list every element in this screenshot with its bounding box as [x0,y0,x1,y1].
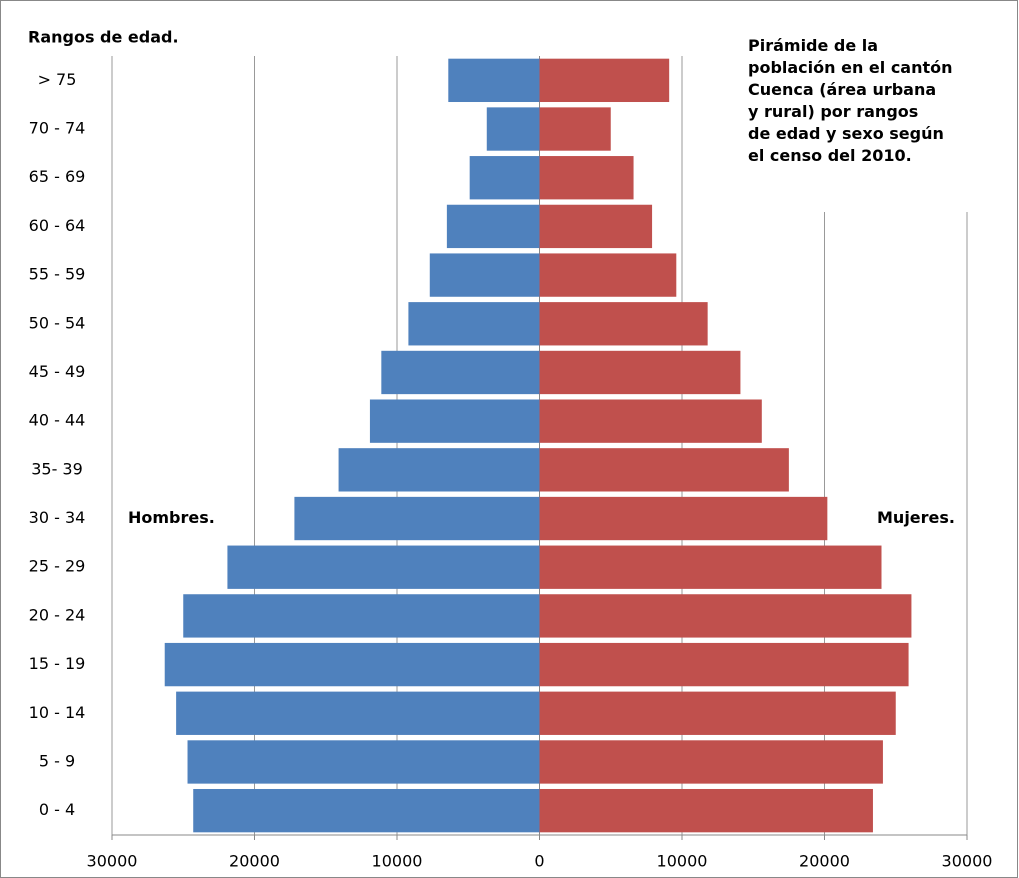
bar [539,594,912,638]
bar [429,253,540,297]
y-tick-label: 45 - 49 [29,362,86,381]
y-tick-label: 50 - 54 [29,313,86,332]
bar [539,545,882,589]
bar [164,642,540,687]
x-tick-label: 20000 [229,852,280,871]
y-tick-label: > 75 [38,70,77,89]
bar [294,496,540,541]
y-tick-label: 60 - 64 [29,216,86,235]
bar [539,691,896,735]
y-tick-label: 20 - 24 [29,605,86,624]
y-tick-label: 30 - 34 [29,508,86,527]
y-tick-label: 40 - 44 [29,411,86,430]
bar [539,399,762,443]
y-tick-label: 0 - 4 [39,800,75,819]
bar [539,58,670,103]
bar [408,302,540,346]
x-tick-label: 30000 [942,852,993,871]
series-label: Mujeres. [877,508,955,527]
chart-title: Pirámide de la población en el cantón Cuen… [748,36,953,165]
bar [539,788,873,833]
bar [539,204,653,249]
bar [469,156,540,200]
series-label: Hombres. [128,508,215,527]
x-tick-label: 10000 [372,852,423,871]
x-tick-label: 10000 [657,852,708,871]
bar [539,642,909,687]
bar [227,545,540,589]
bar [539,302,708,346]
y-tick-label: 5 - 9 [39,751,75,770]
y-tick-label: 65 - 69 [29,167,86,186]
bar [539,740,883,784]
x-tick-label: 20000 [799,852,850,871]
bar [539,253,677,297]
bar [176,691,540,735]
y-tick-label: 55 - 59 [29,265,86,284]
title-box [738,28,976,212]
bar [193,788,540,833]
x-tick-label: 30000 [87,852,138,871]
bar [539,350,741,395]
bar [539,107,611,151]
y-tick-label: 15 - 19 [29,654,86,673]
bar [448,58,540,103]
y-axis-label: Rangos de edad. [28,28,179,47]
bar [539,496,828,541]
bar [539,448,789,492]
y-tick-label: 35- 39 [31,459,83,478]
bar [381,350,540,395]
y-tick-label: 10 - 14 [29,703,86,722]
bar [446,204,540,249]
bar [486,107,540,151]
bar [539,156,634,200]
x-tick-label: 0 [534,852,544,871]
y-tick-label: 25 - 29 [29,557,86,576]
bar [338,448,540,492]
bar [187,740,540,784]
bar [369,399,540,443]
bar [183,594,540,638]
y-tick-label: 70 - 74 [29,119,86,138]
